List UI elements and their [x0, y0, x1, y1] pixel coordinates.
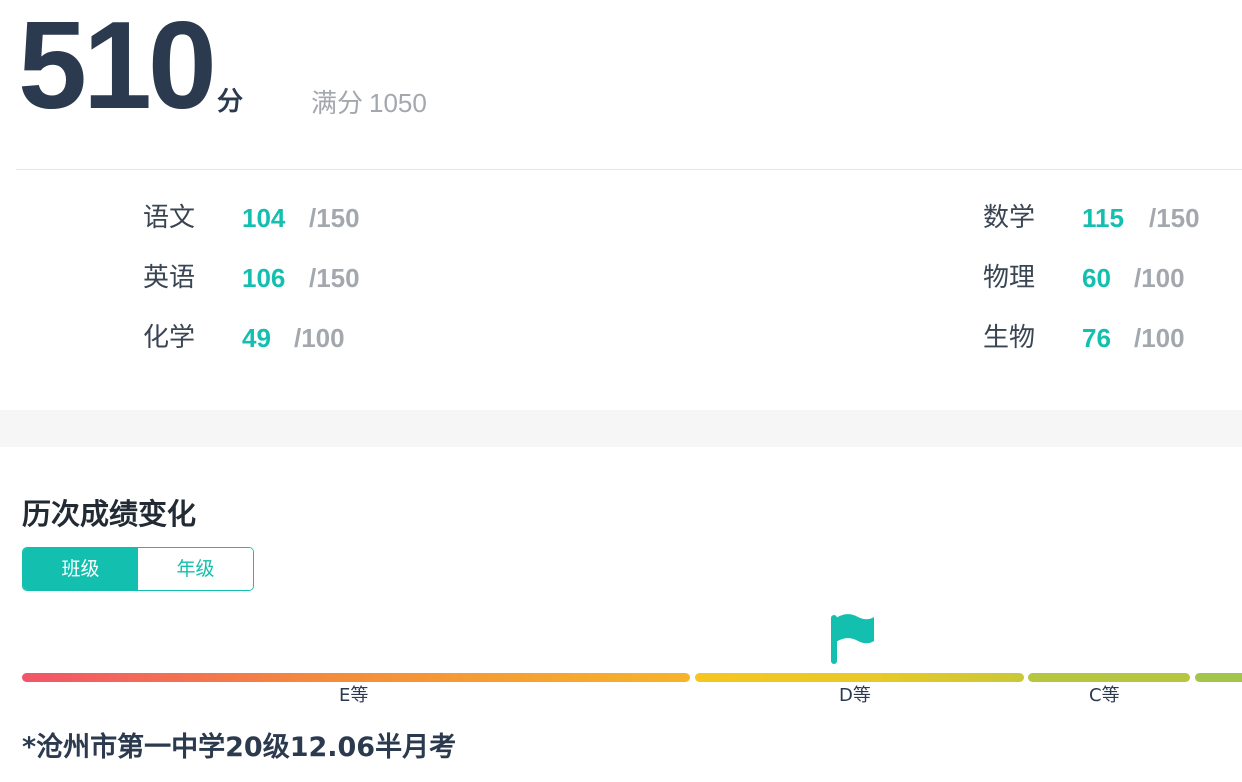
grade-label-c: C等: [1089, 685, 1120, 706]
subject-name: 语文: [143, 203, 196, 233]
grade-label-e: E等: [339, 685, 369, 706]
grade-bar-d: [695, 673, 1024, 682]
grade-bar-e: [22, 673, 690, 682]
subject-score: 60: [1082, 263, 1111, 293]
header-divider: [16, 169, 1242, 170]
subject-name: 化学: [143, 323, 196, 353]
subject-max: /100: [1134, 263, 1185, 293]
tab-class[interactable]: 班级: [23, 548, 138, 590]
full-score: 满分 1050: [311, 87, 427, 120]
exam-name: *沧州市第一中学20级12.06半月考: [22, 732, 457, 763]
full-score-value: 1050: [369, 88, 427, 118]
subject-name: 物理: [983, 263, 1036, 293]
flag-icon: [831, 614, 874, 664]
subject-name: 英语: [143, 263, 196, 293]
section-separator: [0, 410, 1242, 447]
history-section-title: 历次成绩变化: [22, 497, 197, 531]
total-score: 510: [18, 0, 217, 135]
subject-max: /150: [309, 203, 360, 233]
subject-max: /150: [1149, 203, 1200, 233]
grade-label-d: D等: [839, 685, 871, 706]
subject-score: 104: [242, 203, 286, 233]
subject-score: 106: [242, 263, 286, 293]
full-score-label: 满分: [311, 89, 364, 119]
subject-score: 115: [1082, 203, 1124, 233]
subject-score: 76: [1082, 323, 1111, 353]
grade-bar-c: [1028, 673, 1190, 682]
score-unit: 分: [217, 87, 244, 117]
subject-max: /100: [294, 323, 345, 353]
subject-name: 数学: [983, 203, 1036, 233]
grade-bar-b: [1195, 673, 1242, 682]
scope-toggle: 班级 年级: [22, 547, 254, 591]
tab-grade[interactable]: 年级: [138, 548, 253, 590]
subject-name: 生物: [983, 323, 1036, 353]
subject-max: /100: [1134, 323, 1185, 353]
subject-score: 49: [242, 323, 271, 353]
subject-max: /150: [309, 263, 360, 293]
